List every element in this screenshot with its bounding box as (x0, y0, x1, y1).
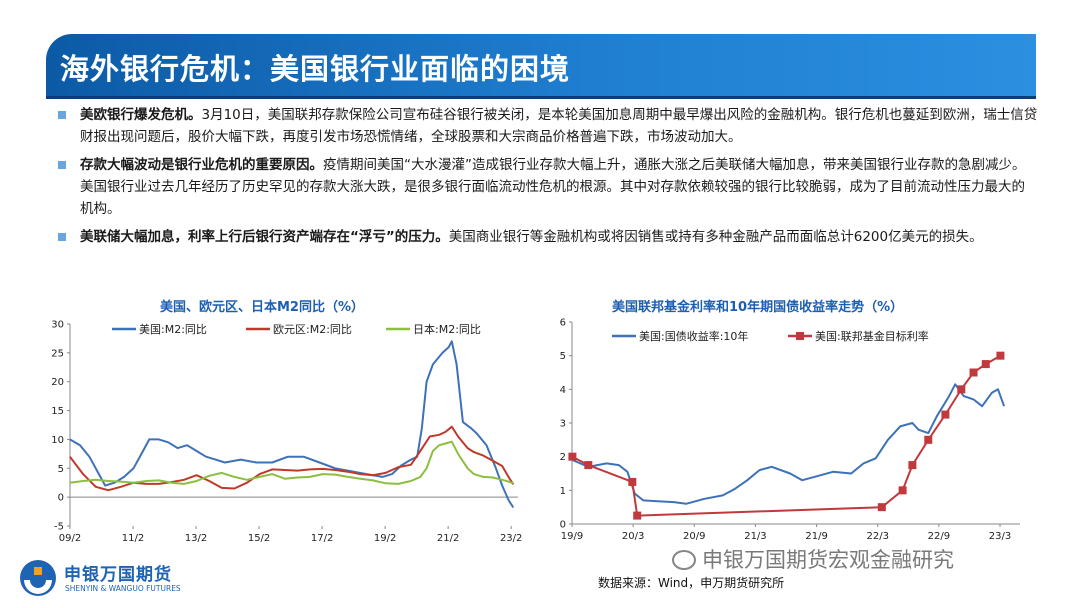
series-marker (924, 435, 933, 444)
x-tick-label: 13/2 (185, 533, 207, 544)
bullet-item: 美联储大幅加息，利率上行后银行资产端存在“浮亏”的压力。美国商业银行等金融机构或… (58, 226, 1038, 248)
bullet-item: 存款大幅波动是银行业危机的重要原因。疫情期间美国“大水漫灌”造成银行业存款大幅上… (58, 154, 1038, 220)
series-marker (908, 461, 917, 470)
y-tick-label: 15 (51, 406, 64, 417)
series-marker (628, 477, 637, 486)
x-tick-label: 23/3 (989, 531, 1011, 542)
watermark-text: 申银万国期货宏观金融研究 (702, 548, 954, 572)
x-tick-label: 19/2 (374, 533, 396, 544)
logo-english-name: SHENYIN & WANGUO FUTURES (65, 584, 181, 593)
company-logo: 申银万国期货 SHENYIN & WANGUO FUTURES (18, 556, 208, 602)
series-line-2 (571, 354, 1001, 517)
series-marker (877, 503, 886, 512)
x-tick-label: 11/2 (122, 533, 144, 544)
legend-label: 美国:国债收益率:10年 (639, 329, 748, 343)
x-tick-label: 20/3 (622, 531, 644, 542)
series-marker (996, 351, 1005, 360)
y-tick-label: 5 (560, 351, 566, 362)
y-tick-label: 0 (58, 493, 64, 504)
series-line-1 (69, 340, 515, 509)
series-marker (898, 486, 907, 495)
x-tick-label: 09/2 (59, 533, 81, 544)
logo-name: 申银万国期货 (64, 565, 172, 585)
bullet-square-icon (58, 233, 66, 241)
y-tick-label: 10 (51, 435, 64, 446)
series-marker (969, 368, 978, 377)
bullet-list: 美欧银行爆发危机。3月10日，美国联邦存款保险公司宣布硅谷银行被关闭，是本轮美国… (58, 104, 1038, 254)
series-marker (568, 452, 577, 461)
logo-mark-icon (20, 560, 56, 596)
legend-label: 美国:联邦基金目标利率 (815, 329, 929, 343)
y-tick-label: 0 (560, 520, 566, 531)
x-tick-label: 21/9 (805, 531, 827, 542)
right-chart-title: 美国联邦基金利率和10年期国债收益率走势（%） (612, 300, 904, 315)
series-line-2 (69, 425, 515, 492)
series-marker (633, 511, 642, 520)
page-title: 海外银行危机：美国银行业面临的困境 (60, 52, 571, 86)
bullet-square-icon (58, 111, 66, 119)
bullet-heading: 美联储大幅加息，利率上行后银行资产端存在“浮亏”的压力。 (80, 229, 449, 245)
series-line-1 (572, 383, 1006, 505)
x-tick-label: 23/2 (500, 533, 522, 544)
y-tick-label: 30 (51, 320, 64, 331)
series-marker (981, 360, 990, 369)
y-tick-label: 4 (560, 385, 566, 396)
legend-label: 日本:M2:同比 (413, 322, 481, 336)
x-tick-label: 21/2 (437, 533, 459, 544)
bullet-heading: 存款大幅波动是银行业危机的重要原因。 (80, 157, 323, 173)
bullet-heading: 美欧银行爆发危机。 (80, 107, 202, 123)
series-marker (584, 461, 593, 470)
data-source: 数据来源：Wind，申万期货研究所 (598, 576, 785, 590)
x-tick-label: 22/9 (928, 531, 950, 542)
left-chart-title: 美国、欧元区、日本M2同比（%） (160, 300, 365, 315)
rates-chart: 0 1 2 3 4 5 6 19/9 20/3 20/9 21/3 21/9 22/3 22/9 23/3 美… (560, 318, 1020, 542)
watermark: 申银万国期货宏观金融研究 (672, 544, 954, 574)
y-tick-label: 2 (560, 452, 566, 463)
m2-growth-chart: -5 0 5 10 15 20 25 30 09/2 11/2 13/2 15/2 17/2 19/2 21… (51, 320, 522, 545)
series-marker (957, 385, 966, 394)
y-tick-label: 3 (560, 419, 566, 430)
y-tick-label: 20 (51, 377, 64, 388)
y-tick-label: 6 (560, 318, 566, 329)
legend-marker (796, 332, 804, 340)
x-tick-label: 17/2 (311, 533, 333, 544)
bullet-text: 3月10日，美国联邦存款保险公司宣布硅谷银行被关闭，是本轮美国加息周期中最早爆出… (80, 107, 1038, 145)
y-tick-label: 1 (560, 486, 566, 497)
bullet-text: 疫情期间美国“大水漫灌”造成银行业存款大幅上升，通胀大涨之后美联储大幅加息，带来… (80, 157, 1026, 217)
title-bar: 海外银行危机：美国银行业面临的困境 (46, 34, 1036, 96)
x-tick-label: 20/9 (683, 531, 705, 542)
y-tick-label: -5 (54, 522, 64, 533)
x-tick-label: 21/3 (744, 531, 766, 542)
y-tick-label: 25 (51, 348, 64, 359)
series-marker (941, 410, 950, 419)
bullet-square-icon (58, 161, 66, 169)
wechat-icon (672, 550, 696, 570)
legend-label: 美国:M2:同比 (139, 323, 207, 336)
bullet-item: 美欧银行爆发危机。3月10日，美国联邦存款保险公司宣布硅谷银行被关闭，是本轮美国… (58, 104, 1038, 148)
bullet-text: 美国商业银行等金融机构或将因销售或持有多种金融产品而面临总计6200亿美元的损失… (448, 229, 983, 245)
x-tick-label: 22/3 (866, 531, 888, 542)
series-line-3 (69, 440, 514, 485)
legend-label: 欧元区:M2:同比 (273, 323, 352, 336)
x-tick-label: 15/2 (248, 533, 270, 544)
y-tick-label: 5 (58, 464, 64, 475)
x-tick-label: 19/9 (561, 531, 583, 542)
